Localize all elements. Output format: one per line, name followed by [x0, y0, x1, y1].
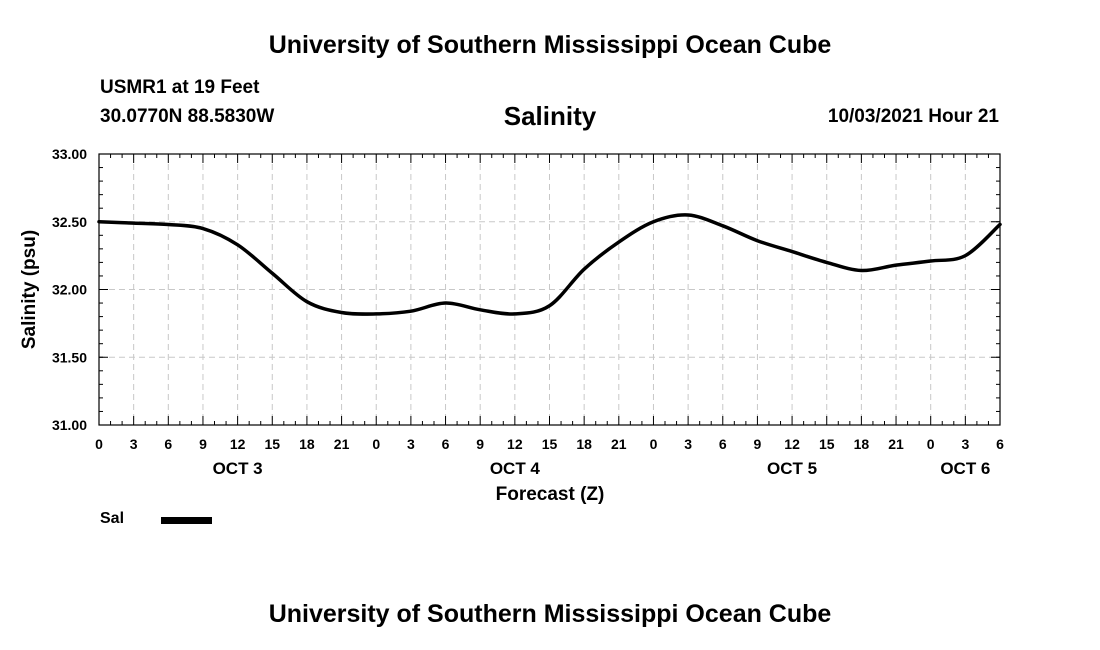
x-tick-label: 3	[684, 436, 692, 452]
x-tick-label: 15	[542, 436, 558, 452]
chart-heading: Salinity	[503, 101, 597, 131]
day-label: OCT 4	[490, 459, 541, 478]
x-tick-label: 9	[199, 436, 207, 452]
forecast-timestamp: 10/03/2021 Hour 21	[827, 106, 999, 127]
x-tick-label: 21	[334, 436, 350, 452]
x-tick-label: 12	[230, 436, 246, 452]
x-tick-label: 6	[442, 436, 450, 452]
plot-frame	[98, 153, 1001, 426]
page-title: University of Southern Mississippi Ocean…	[268, 31, 832, 59]
y-axis-title: Salinity (psu)	[19, 230, 40, 349]
legend-label: Sal	[100, 510, 125, 527]
series-line-sal	[97, 213, 1002, 316]
x-tick-label: 18	[854, 436, 870, 452]
day-label: OCT 3	[213, 459, 263, 478]
x-tick-label: 9	[754, 436, 762, 452]
day-label: OCT 5	[767, 459, 817, 478]
x-tick-label: 15	[264, 436, 280, 452]
x-tick-label: 0	[650, 436, 658, 452]
station-coordinates: 30.0770N 88.5830W	[100, 106, 275, 127]
x-tick-label: 6	[719, 436, 727, 452]
x-tick-label: 0	[95, 436, 103, 452]
x-tick-label: 3	[961, 436, 969, 452]
x-tick-label: 6	[996, 436, 1004, 452]
legend-swatch	[161, 517, 212, 524]
day-label: OCT 6	[940, 459, 990, 478]
x-tick-label: 9	[476, 436, 484, 452]
x-tick-label: 12	[784, 436, 800, 452]
y-tick-label: 33.00	[52, 146, 87, 162]
footer-title: University of Southern Mississippi Ocean…	[268, 600, 832, 628]
station-label: USMR1 at 19 Feet	[100, 77, 260, 98]
y-tick-label: 32.50	[52, 214, 87, 230]
x-tick-label: 21	[888, 436, 904, 452]
x-axis-title: Forecast (Z)	[496, 484, 605, 505]
y-tick-label: 31.00	[52, 417, 87, 433]
x-tick-label: 18	[299, 436, 315, 452]
x-tick-label: 18	[576, 436, 592, 452]
x-tick-label: 21	[611, 436, 627, 452]
x-tick-label: 6	[164, 436, 172, 452]
x-tick-label: 3	[407, 436, 415, 452]
x-tick-label: 0	[372, 436, 380, 452]
x-tick-label: 0	[927, 436, 935, 452]
x-tick-label: 3	[130, 436, 138, 452]
x-tick-label: 15	[819, 436, 835, 452]
y-tick-label: 31.50	[52, 349, 87, 365]
y-tick-label: 32.00	[52, 282, 87, 298]
x-tick-label: 12	[507, 436, 523, 452]
